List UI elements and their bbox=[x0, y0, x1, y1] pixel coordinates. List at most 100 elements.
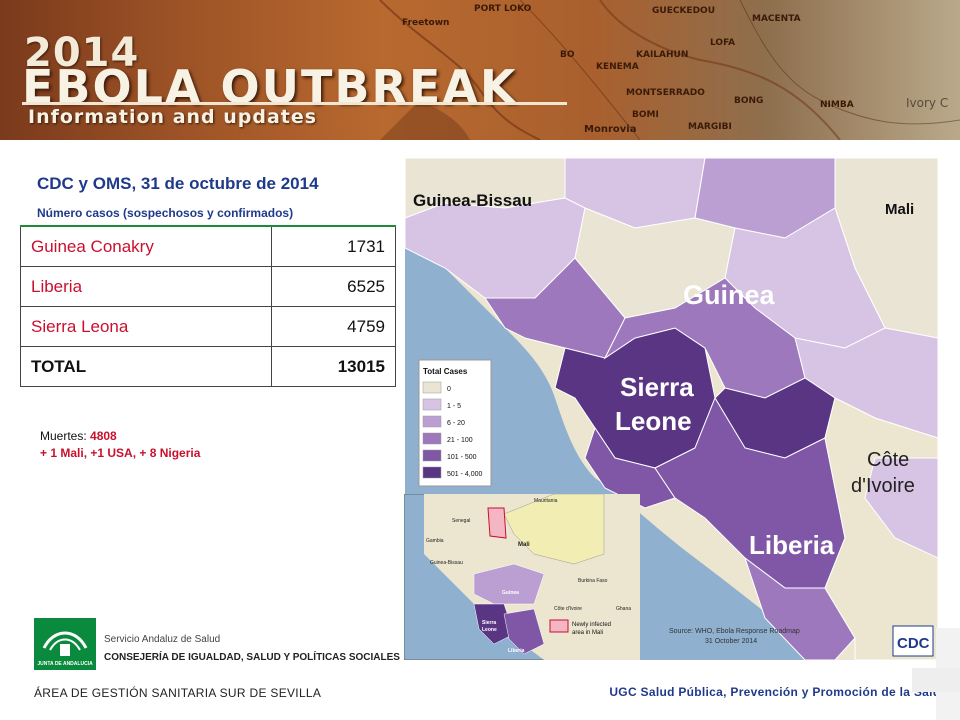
cdc-logo bbox=[892, 625, 934, 657]
total-value: 13015 bbox=[271, 346, 396, 387]
legend-label: 6 - 20 bbox=[447, 420, 465, 427]
inset-label: Leone bbox=[482, 627, 497, 633]
inset-newly-infected-label: Newly infected bbox=[572, 622, 611, 628]
legend-swatch bbox=[422, 432, 442, 445]
map-label-guinea: Guinea bbox=[683, 280, 776, 310]
deaths-value: 4808 bbox=[90, 429, 117, 443]
banner-place-label: MACENTA bbox=[752, 14, 801, 24]
deaths-note: Muertes: 4808 + 1 Mali, +1 USA, + 8 Nige… bbox=[40, 428, 200, 462]
deco-block bbox=[936, 692, 960, 720]
map-source: Source: WHO, Ebola Response Roadmap bbox=[669, 628, 800, 635]
cases-cell: 6525 bbox=[271, 266, 396, 307]
map-label-guinea-bissau: Guinea-Bissau bbox=[413, 191, 532, 210]
table-row: Guinea Conakry 1731 bbox=[20, 225, 396, 267]
table-row: Sierra Leona 4759 bbox=[20, 306, 396, 347]
map-legend: Total Cases 0 1 - 5 6 - 20 21 - 100 101 … bbox=[418, 359, 492, 487]
country-cell: Liberia bbox=[20, 266, 272, 307]
banner-place-label: MONTSERRADO bbox=[626, 88, 705, 98]
logo-arch-inner bbox=[49, 638, 81, 651]
cases-table: Guinea Conakry 1731 Liberia 6525 Sierra … bbox=[20, 225, 396, 387]
map-label-sierra: Sierra bbox=[620, 372, 694, 402]
inset-label: Ghana bbox=[616, 606, 631, 612]
region-liberia bbox=[744, 556, 856, 660]
source-heading: CDC y OMS, 31 de octubre de 2014 bbox=[37, 174, 319, 193]
banner-year: 2014 bbox=[24, 30, 140, 76]
corner-decoration bbox=[912, 628, 960, 720]
deaths-label: Muertes: bbox=[40, 429, 87, 443]
banner-map-background bbox=[379, 0, 960, 140]
area-name: ÁREA DE GESTIÓN SANITARIA SUR DE SEVILLA bbox=[34, 686, 322, 700]
legend-swatch bbox=[422, 415, 442, 428]
sas-name: Servicio Andaluz de Salud bbox=[104, 634, 221, 645]
legend-label: 0 bbox=[447, 386, 451, 393]
legend-label: 1 - 5 bbox=[447, 403, 461, 410]
inset-legend-swatch bbox=[549, 619, 569, 633]
inset-label: Liberia bbox=[508, 648, 525, 654]
deaths-extra: + 1 Mali, +1 USA, + 8 Nigeria bbox=[40, 446, 201, 460]
banner-place-label: KAILAHUN bbox=[636, 50, 689, 60]
inset-label: Mauritania bbox=[534, 498, 558, 504]
ugc-name: UGC Salud Pública, Prevención y Promoció… bbox=[609, 685, 948, 699]
banner-place-label: NIMBA bbox=[820, 100, 854, 110]
logo-arch bbox=[42, 631, 88, 649]
inset-newly-infected-label: area in Mali bbox=[572, 630, 603, 636]
map-source-date: 31 October 2014 bbox=[705, 638, 757, 645]
legend-swatch bbox=[422, 398, 442, 411]
map-label-leone: Leone bbox=[615, 406, 692, 436]
inset-label: Senegal bbox=[452, 518, 470, 524]
banner-place-label: Ivory C bbox=[906, 96, 949, 110]
banner-place-label: BOMI bbox=[632, 110, 659, 120]
inset-label: Gambia bbox=[426, 538, 444, 544]
map-label-liberia: Liberia bbox=[749, 530, 835, 560]
cases-cell: 1731 bbox=[271, 225, 396, 267]
inset-liberia bbox=[503, 608, 545, 655]
cases-subheading: Número casos (sospechosos y confirmados) bbox=[37, 206, 294, 220]
inset-label: Guinea-Bissau bbox=[430, 560, 463, 566]
legend-title: Total Cases bbox=[423, 367, 468, 376]
banner-place-label: LOFA bbox=[710, 38, 736, 48]
banner-place-label: Monrovia bbox=[584, 124, 637, 135]
total-row: TOTAL 13015 bbox=[20, 346, 396, 387]
logo-figure bbox=[60, 644, 70, 656]
inset-newly-infected-area bbox=[487, 507, 507, 539]
logo-text: JUNTA DE ANDALUCIA bbox=[37, 661, 93, 667]
inset-mali bbox=[503, 494, 605, 565]
legend-label: 101 - 500 bbox=[447, 454, 477, 461]
map-label-mali: Mali bbox=[885, 201, 914, 218]
legend-swatch bbox=[422, 381, 442, 394]
legend-swatch bbox=[422, 466, 442, 479]
banner-subtitle: Information and updates bbox=[28, 106, 318, 128]
consejeria-name: CONSEJERÍA DE IGUALDAD, SALUD Y POLÍTICA… bbox=[104, 652, 400, 663]
country-cell: Guinea Conakry bbox=[20, 225, 272, 267]
cdc-logo-text: CDC bbox=[897, 635, 930, 652]
inset-label: Burkina Faso bbox=[578, 578, 608, 584]
banner-title: EBOLA OUTBREAK bbox=[22, 60, 518, 114]
map-label-divoire: d'Ivoire bbox=[851, 475, 915, 497]
inset-label: Sierra bbox=[482, 620, 496, 626]
total-label: TOTAL bbox=[20, 346, 272, 387]
table-row: Liberia 6525 bbox=[20, 266, 396, 307]
inset-label: Mali bbox=[518, 542, 530, 548]
deco-block bbox=[912, 668, 960, 692]
banner-place-label: GUECKEDOU bbox=[652, 6, 715, 16]
inset-label: Guinea bbox=[502, 590, 519, 596]
banner-place-label: Freetown bbox=[402, 18, 450, 28]
banner-place-label: MARGIBI bbox=[688, 122, 732, 132]
banner-place-label: PORT LOKO bbox=[474, 4, 532, 14]
region-cote-divoire bbox=[864, 457, 938, 559]
deco-block bbox=[936, 628, 960, 668]
legend-label: 21 - 100 bbox=[447, 437, 473, 444]
cases-cell: 4759 bbox=[271, 306, 396, 347]
ebola-map: Guinea-Bissau Mali Guinea Sierra Leone C… bbox=[405, 158, 938, 660]
header-banner: Freetown PORT LOKO GUECKEDOU MACENTA BO … bbox=[0, 0, 960, 140]
region-sierra-leone bbox=[584, 426, 676, 509]
country-cell: Sierra Leona bbox=[20, 306, 272, 347]
legend-label: 501 - 4,000 bbox=[447, 471, 483, 478]
banner-place-label: BONG bbox=[734, 96, 764, 106]
map-label-cote: Côte bbox=[867, 449, 909, 471]
inset-guinea bbox=[473, 563, 545, 605]
banner-place-label: BO bbox=[560, 50, 575, 60]
banner-place-label: KENEMA bbox=[596, 62, 639, 72]
banner-divider bbox=[22, 102, 567, 105]
legend-swatch bbox=[422, 449, 442, 462]
